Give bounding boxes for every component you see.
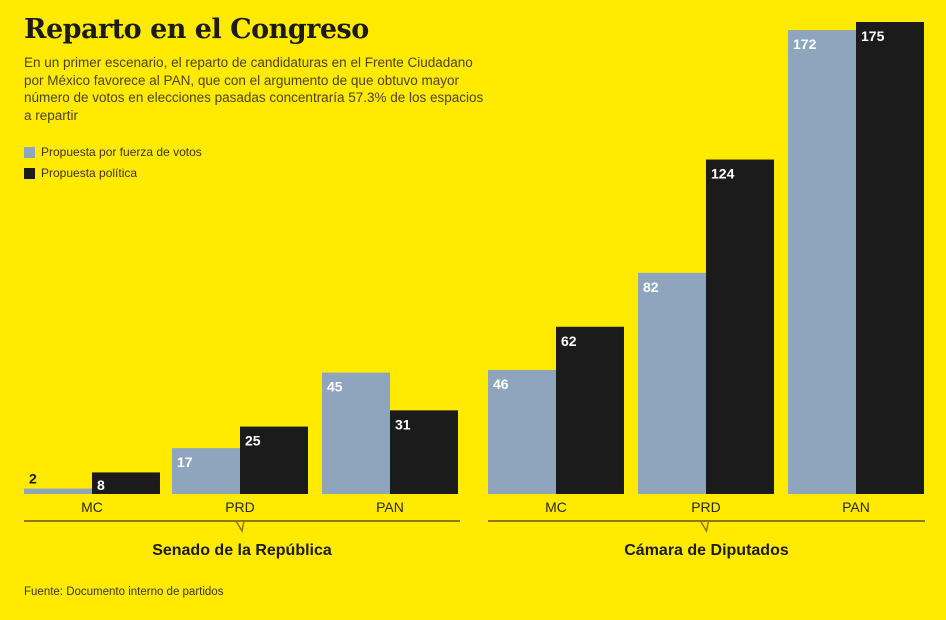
legend-swatch-blue (24, 146, 35, 158)
data-label: 45 (327, 379, 343, 395)
category-label: MC (81, 499, 103, 515)
data-label: 62 (561, 333, 577, 349)
source-note: Fuente: Documento interno de partidos (24, 586, 224, 598)
data-label: 2 (29, 471, 37, 487)
data-label: 25 (245, 433, 261, 449)
data-label: 46 (493, 376, 509, 392)
data-label: 17 (177, 454, 193, 470)
legend-label: Propuesta política (41, 166, 138, 180)
category-label: PAN (842, 499, 870, 515)
legend-item-votos: Propuesta por fuerza de votos (24, 145, 202, 159)
bar-mc-votos (24, 488, 92, 494)
chart-subtitle: En un primer escenario, el reparto de ca… (24, 55, 484, 123)
category-label: PAN (376, 499, 404, 515)
legend-swatch-black (24, 167, 35, 179)
bracket-notch (235, 520, 245, 534)
bar-prd-votos (638, 272, 706, 494)
data-label: 175 (861, 28, 885, 44)
category-label: MC (545, 499, 567, 515)
bar-mc-votos (488, 369, 556, 494)
group-label: Senado de la República (152, 542, 332, 559)
category-label: PRD (691, 499, 721, 515)
legend-item-politica: Propuesta política (24, 166, 137, 180)
data-label: 82 (643, 279, 659, 295)
bar-pan-politica (390, 410, 458, 494)
bar-pan-votos (788, 30, 856, 494)
data-label: 172 (793, 36, 817, 52)
group-label: Cámara de Diputados (624, 542, 789, 559)
data-label: 8 (97, 477, 105, 493)
chart-title: Reparto en el Congreso (24, 14, 369, 45)
bar-prd-politica (706, 159, 774, 494)
bracket-notch (699, 520, 710, 534)
bar-pan-votos (322, 372, 390, 494)
bar-prd-politica (240, 426, 308, 494)
bar-mc-politica (556, 326, 624, 494)
bar-prd-votos (172, 448, 240, 494)
bar-mc-politica (92, 472, 160, 494)
data-label: 31 (395, 416, 411, 432)
category-label: PRD (225, 499, 255, 515)
data-label: 124 (711, 166, 735, 182)
legend-label: Propuesta por fuerza de votos (41, 145, 202, 159)
bar-pan-politica (856, 22, 924, 494)
